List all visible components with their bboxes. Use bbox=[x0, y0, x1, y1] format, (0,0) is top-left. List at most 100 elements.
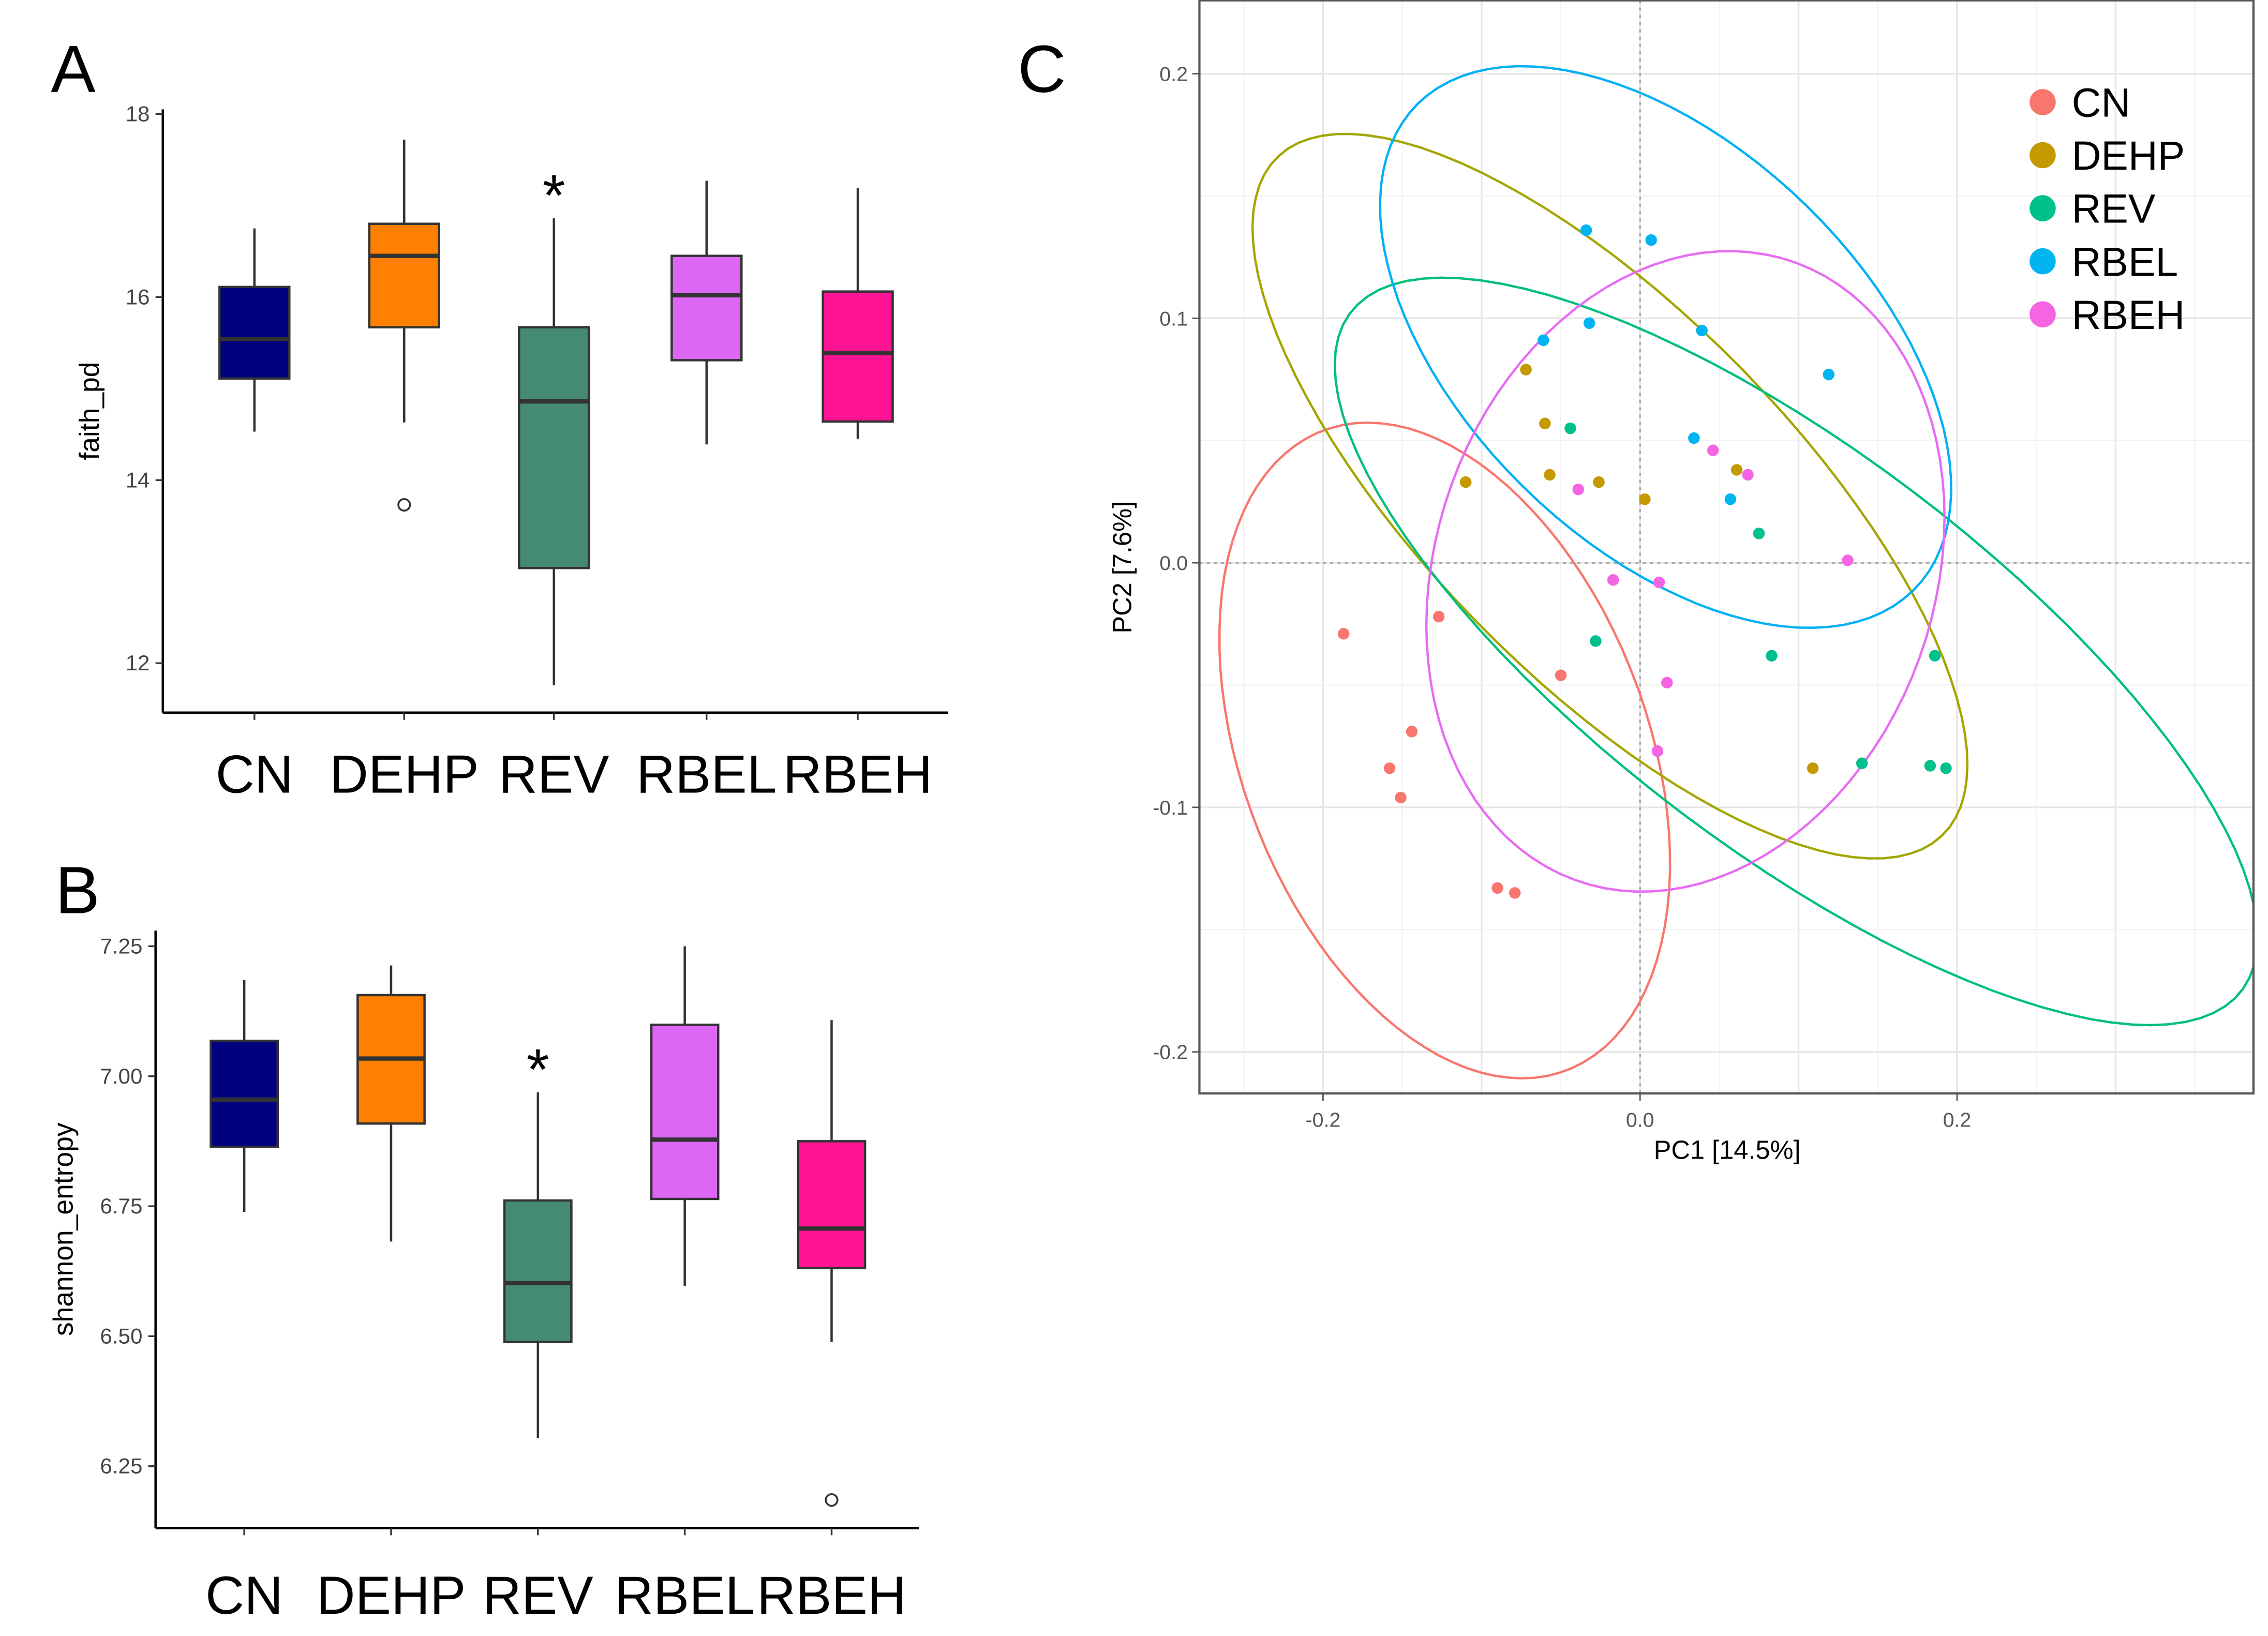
x-tick-label: CN bbox=[216, 744, 293, 804]
point-cn bbox=[1491, 882, 1503, 894]
outlier-point bbox=[397, 498, 411, 512]
y-tick-label: 0.1 bbox=[1159, 307, 1188, 330]
point-rbeh bbox=[1572, 484, 1584, 496]
y-tick-label: -0.1 bbox=[1153, 797, 1188, 819]
point-cn bbox=[1395, 791, 1407, 804]
point-rbel bbox=[1724, 493, 1737, 505]
point-cn bbox=[1383, 762, 1396, 774]
panel-label: A bbox=[51, 32, 95, 107]
panel-c: C -0.2 0.0 0.2 -0.2 -0.1 0.0 0.1 0.2 PC1 [14.5%] P… bbox=[1018, 0, 2255, 1165]
point-rbel bbox=[1583, 317, 1595, 329]
plot-border bbox=[1198, 0, 2255, 1095]
x-tick-label: RBEH bbox=[757, 1566, 906, 1626]
point-rev bbox=[1856, 757, 1868, 770]
panel-label: B bbox=[55, 853, 100, 928]
ellipse-cn bbox=[1218, 421, 1672, 1080]
legend-swatch bbox=[2030, 89, 2056, 115]
y-tick-label: 18 bbox=[126, 101, 150, 126]
x-tick-label: DEHP bbox=[317, 1566, 466, 1626]
legend-swatch bbox=[2030, 301, 2056, 328]
box-cn bbox=[218, 286, 291, 380]
x-tick-label: RBEH bbox=[783, 744, 933, 804]
box-rev bbox=[518, 326, 590, 569]
outlier-point bbox=[825, 1493, 839, 1507]
point-dehp bbox=[1730, 464, 1743, 476]
y-tick-label: 14 bbox=[126, 468, 150, 492]
box-rbel bbox=[650, 1023, 720, 1200]
ellipse-rev bbox=[1333, 276, 2254, 1027]
legend-item: RBEH bbox=[2030, 292, 2185, 338]
legend-swatch bbox=[2030, 195, 2056, 221]
legend-item: CN bbox=[2030, 80, 2130, 126]
y-tick-label: 0.0 bbox=[1159, 552, 1188, 575]
point-rbel bbox=[1823, 368, 1835, 381]
point-rev bbox=[1564, 422, 1576, 434]
significance-asterisk: * bbox=[543, 162, 565, 228]
point-dehp bbox=[1544, 469, 1556, 481]
box-rbeh bbox=[822, 290, 894, 423]
point-cn bbox=[1406, 726, 1418, 738]
point-dehp bbox=[1539, 417, 1551, 429]
x-tick-label: DEHP bbox=[330, 744, 479, 804]
y-tick-label: 7.25 bbox=[100, 934, 142, 958]
point-rev bbox=[1753, 528, 1765, 539]
y-tick-label: 6.25 bbox=[100, 1454, 142, 1478]
point-rev bbox=[1924, 760, 1936, 772]
point-rbel bbox=[1696, 324, 1708, 337]
x-tick-label: -0.2 bbox=[1306, 1109, 1341, 1132]
plot-background bbox=[1199, 0, 2254, 1094]
legend: CN DEHP REV RBEL RBEH bbox=[2030, 80, 2185, 338]
panel-a: A 12 14 16 18 faith_pd CN DEHP REV RBEL RBEH * bbox=[51, 32, 948, 804]
panel-label: C bbox=[1018, 32, 1066, 107]
box-rbel bbox=[670, 254, 743, 362]
legend-label: DEHP bbox=[2072, 133, 2185, 178]
point-rbeh bbox=[1651, 745, 1664, 757]
x-tick-label: 0.0 bbox=[1626, 1109, 1654, 1132]
legend-swatch bbox=[2030, 248, 2056, 275]
point-cn bbox=[1338, 627, 1350, 640]
point-rbeh bbox=[1653, 576, 1665, 589]
point-rev bbox=[1766, 650, 1778, 662]
point-dehp bbox=[1807, 762, 1819, 774]
point-rbel bbox=[1580, 224, 1592, 236]
point-rbeh bbox=[1742, 469, 1754, 481]
y-tick-label: 7.00 bbox=[100, 1064, 142, 1088]
legend-swatch bbox=[2030, 142, 2056, 169]
box-rbeh bbox=[797, 1140, 867, 1269]
y-tick-label: -0.2 bbox=[1153, 1041, 1188, 1064]
x-tick-label: REV bbox=[499, 744, 609, 804]
point-rev bbox=[1590, 635, 1602, 647]
point-rev bbox=[1929, 650, 1941, 662]
y-axis-label: faith_pd bbox=[74, 362, 105, 460]
point-rbeh bbox=[1707, 444, 1719, 456]
box-rev bbox=[503, 1199, 573, 1343]
legend-label: REV bbox=[2072, 186, 2156, 232]
legend-item: DEHP bbox=[2030, 133, 2185, 178]
x-tick-label: RBEL bbox=[615, 1566, 755, 1626]
point-cn bbox=[1509, 887, 1521, 899]
point-dehp bbox=[1520, 364, 1532, 376]
box-cn bbox=[210, 1040, 279, 1148]
plot-marks bbox=[1218, 65, 2254, 1080]
x-tick-label: RBEL bbox=[636, 744, 777, 804]
point-dehp bbox=[1639, 493, 1651, 505]
y-tick-label: 6.75 bbox=[100, 1194, 142, 1218]
y-tick-label: 0.2 bbox=[1159, 63, 1188, 86]
point-rev bbox=[1940, 762, 1952, 774]
x-tick-label: REV bbox=[483, 1566, 593, 1626]
panel-b: B 6.25 6.50 6.75 7.00 7.25 shannon_entropy CN DE… bbox=[49, 853, 919, 1626]
ellipse-dehp bbox=[1251, 132, 1969, 860]
point-rbeh bbox=[1661, 677, 1673, 689]
x-tick-label: 0.2 bbox=[1943, 1109, 1972, 1132]
point-rbeh bbox=[1607, 574, 1619, 586]
point-cn bbox=[1433, 610, 1445, 623]
y-tick-label: 16 bbox=[126, 284, 150, 309]
legend-item: REV bbox=[2030, 186, 2156, 232]
y-tick-label: 12 bbox=[126, 651, 150, 675]
point-cn bbox=[1555, 669, 1567, 681]
significance-asterisk: * bbox=[527, 1037, 549, 1102]
box-dehp bbox=[368, 222, 440, 328]
y-axis-label: PC2 [7.6%] bbox=[1107, 501, 1137, 634]
y-axis-label: shannon_entropy bbox=[49, 1122, 79, 1336]
point-rbeh bbox=[1842, 554, 1854, 566]
